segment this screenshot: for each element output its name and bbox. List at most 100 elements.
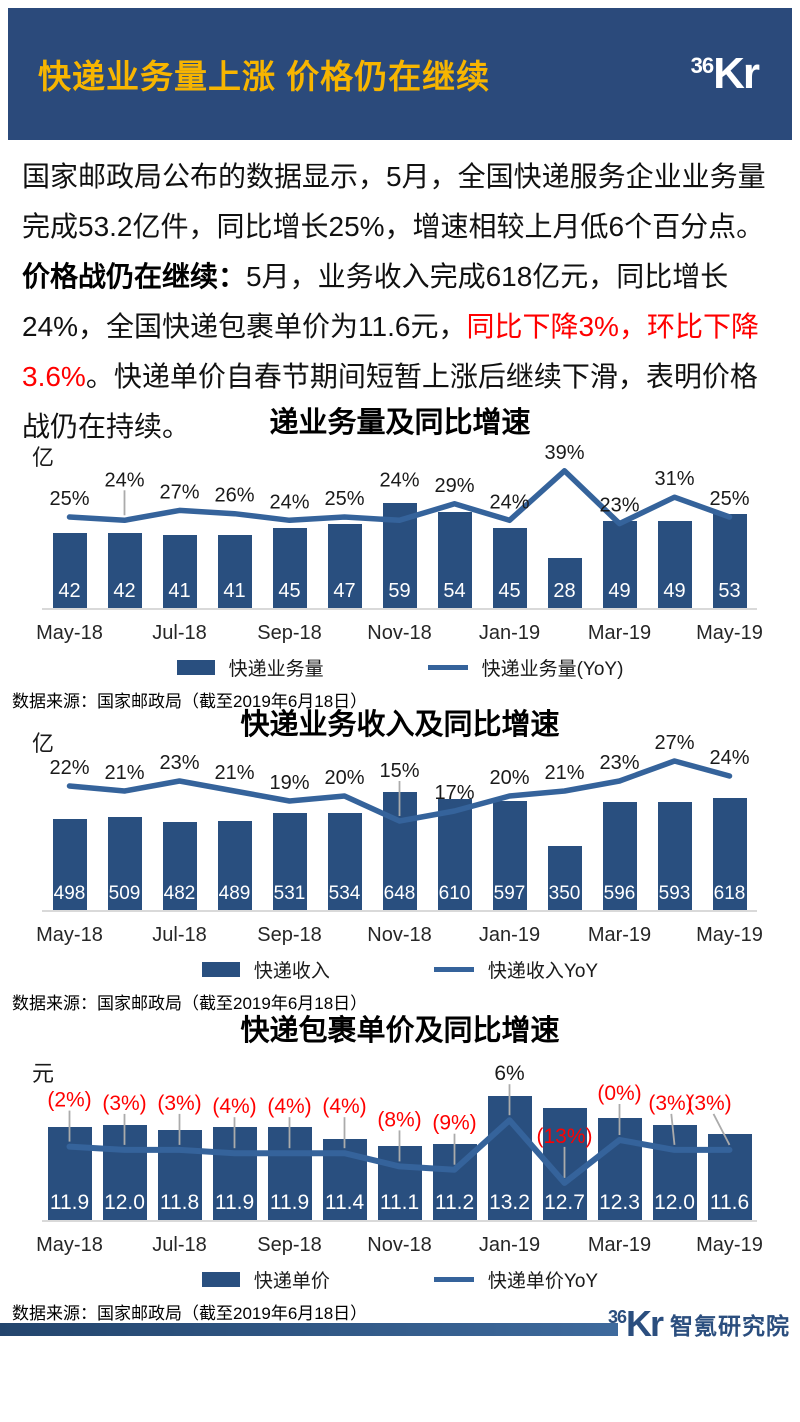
- bar-value-label: 49: [663, 580, 686, 602]
- bar-column: 509: [97, 750, 152, 910]
- bar: 54: [437, 512, 472, 608]
- x-tick-label: Sep-18: [257, 622, 322, 644]
- line-legend-label: 快递单价YoY: [487, 1270, 599, 1292]
- footer-brand: 36 Kr 智氪研究院: [608, 1306, 790, 1342]
- bar-value-label: 42: [58, 580, 81, 602]
- bar-column: 482: [152, 750, 207, 910]
- chart-title: 递业务量及同比增速: [269, 407, 531, 439]
- logo-36-text: 36: [690, 53, 715, 78]
- bar-value-label: 534: [328, 883, 361, 904]
- line-legend-swatch: [427, 664, 468, 670]
- bar-column: 648: [372, 750, 427, 910]
- bar-value-label: 13.2: [489, 1191, 530, 1214]
- bar: 509: [107, 817, 142, 910]
- bar: 49: [657, 521, 692, 608]
- chart-plot-area: 11.9 12.0 11.8 11.9 11.9 11.4 11.1 11.2 13.2 12.7…: [42, 1056, 757, 1222]
- x-tick-label: May-19: [696, 622, 763, 644]
- bar-value-label: 11.1: [379, 1191, 420, 1214]
- bar-value-label: 593: [658, 883, 691, 904]
- chart-price-section: 快递包裹单价及同比增速 元 11.9 12.0 11.8 11.9 11.9 11.4 11…: [0, 1012, 800, 1324]
- bar: 28: [547, 558, 582, 608]
- bar-column: 12.0: [97, 1056, 152, 1220]
- line-legend-label: 快递业务量(YoY): [481, 658, 624, 680]
- bar: 12.3: [597, 1118, 642, 1220]
- bar-legend-swatch: [201, 1271, 240, 1287]
- header: 快递业务量上涨 价格仍在继续 36 Kr: [8, 8, 792, 140]
- bar: 49: [602, 521, 637, 608]
- bar: 42: [107, 533, 142, 608]
- bar-value-label: 41: [168, 580, 191, 602]
- bar-value-label: 648: [383, 883, 416, 904]
- bar-value-label: 54: [443, 580, 466, 602]
- bar-column: 42: [97, 448, 152, 608]
- bar-column: 11.2: [427, 1056, 482, 1220]
- x-tick-label: May-18: [36, 622, 103, 644]
- bar: 41: [217, 535, 252, 608]
- bar-column: 11.9: [207, 1056, 262, 1220]
- footer-brand-name: 智氪研究院: [670, 1313, 790, 1339]
- bar: 534: [327, 813, 362, 910]
- bar-value-label: 596: [603, 883, 636, 904]
- page-title: 快递业务量上涨 价格仍在继续: [38, 58, 491, 95]
- line-legend-swatch: [433, 966, 474, 972]
- bar: 11.9: [212, 1127, 257, 1220]
- bar-column: 12.0: [647, 1056, 702, 1220]
- bar: 11.6: [707, 1134, 752, 1220]
- bar-value-label: 531: [273, 883, 306, 904]
- bar-column: 11.4: [317, 1056, 372, 1220]
- bar-column: 47: [317, 448, 372, 608]
- data-source-note: 数据来源：国家邮政局（截至2019年6月18日）: [12, 994, 368, 1013]
- bar-value-label: 45: [498, 580, 521, 602]
- bar: 11.2: [432, 1144, 477, 1220]
- bar-column: 593: [647, 750, 702, 910]
- bar-value-label: 11.9: [49, 1191, 90, 1214]
- bar-value-label: 610: [438, 883, 471, 904]
- bar-value-label: 618: [713, 883, 746, 904]
- line-legend-label: 快递收入YoY: [487, 960, 599, 982]
- bar-value-label: 11.4: [324, 1191, 365, 1214]
- intro-red-highlight: 同比下降3%，环比下降3.6%: [22, 311, 759, 392]
- x-tick-label: May-19: [696, 924, 763, 946]
- bar-column: 53: [702, 448, 757, 608]
- x-tick-label: Jul-18: [152, 1234, 207, 1256]
- x-tick-label: Jan-19: [478, 924, 541, 946]
- bar: 11.1: [377, 1146, 422, 1220]
- intro-paragraph: 国家邮政局公布的数据显示，5月，全国快递服务企业业务量完成53.2亿件，同比增长…: [22, 152, 782, 452]
- footer-accent-bar: [0, 1323, 618, 1336]
- bar: 593: [657, 802, 692, 910]
- x-tick-label: Jan-19: [478, 622, 541, 644]
- bar-value-label: 498: [53, 883, 86, 904]
- bar-column: 596: [592, 750, 647, 910]
- bar: 13.2: [487, 1096, 532, 1220]
- x-tick-label: May-18: [36, 924, 103, 946]
- bar-value-label: 482: [163, 883, 196, 904]
- x-tick-label: Mar-19: [587, 622, 652, 644]
- bar-column: 28: [537, 448, 592, 608]
- chart-legend: 快递单价 快递单价YoY: [0, 1266, 800, 1292]
- x-tick-label: May-19: [696, 1234, 763, 1256]
- bar-value-label: 47: [333, 580, 356, 602]
- bar-value-label: 41: [223, 580, 246, 602]
- intro-bold-text: 价格战仍在继续：: [22, 261, 247, 292]
- logo-kr-text: Kr: [713, 49, 760, 98]
- chart-volume-section: 递业务量及同比增速 亿 42 42 41 41 45 47 59 54 45 28 49 49 53 25…: [0, 404, 800, 712]
- bar: 11.4: [322, 1139, 367, 1220]
- chart-legend: 快递收入 快递收入YoY: [0, 956, 800, 982]
- bar: 648: [382, 792, 417, 910]
- bar-legend-label: 快递收入: [253, 960, 330, 982]
- x-tick-label: Nov-18: [367, 1234, 432, 1256]
- bar-column: 11.6: [702, 1056, 757, 1220]
- bar: 596: [602, 802, 637, 910]
- 36kr-logo: 36 Kr: [690, 49, 760, 98]
- bar-column: 45: [482, 448, 537, 608]
- footer-36kr-logo: 36 Kr: [608, 1306, 664, 1342]
- bar-column: 12.3: [592, 1056, 647, 1220]
- x-axis-labels: May-18 Jul-18 Sep-18 Nov-18 Jan-19 Mar-19 May-…: [36, 618, 763, 650]
- x-tick-label: Sep-18: [257, 1234, 322, 1256]
- chart-title: 快递业务收入及同比增速: [240, 709, 560, 741]
- bar-column: 54: [427, 448, 482, 608]
- bar-value-label: 11.9: [269, 1191, 310, 1214]
- bar: 618: [712, 798, 747, 910]
- footer: 36 Kr 智氪研究院: [0, 1306, 800, 1382]
